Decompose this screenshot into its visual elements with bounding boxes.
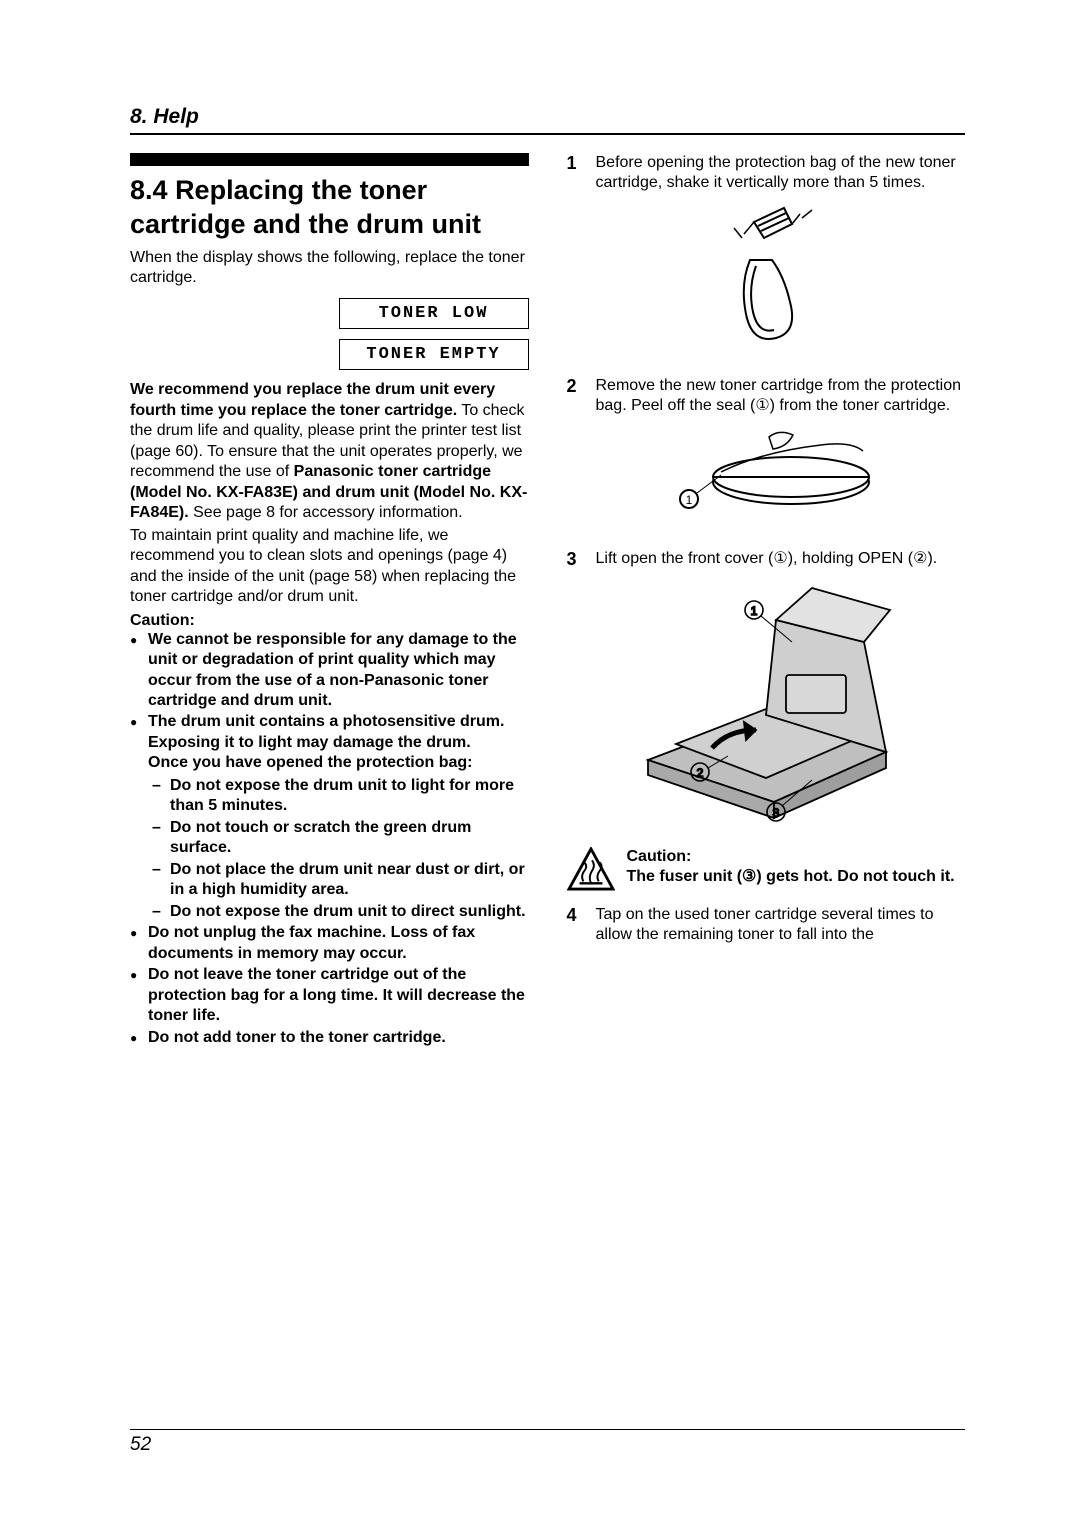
right-column: 1 Before opening the protection bag of t… bbox=[567, 153, 966, 1049]
sub-bullet-list: Do not expose the drum unit to light for… bbox=[148, 776, 529, 922]
hot-surface-icon bbox=[567, 847, 615, 891]
sub-bullet-1: Do not expose the drum unit to light for… bbox=[170, 776, 529, 817]
para1-bold-prefix: We recommend you replace the drum unit e… bbox=[130, 381, 495, 418]
fuser-caution-text: Caution: The fuser unit (③) gets hot. Do… bbox=[627, 847, 955, 888]
para1-rest-b: See page 8 for accessory information. bbox=[189, 504, 463, 521]
svg-text:2: 2 bbox=[696, 766, 703, 780]
step-4: 4 Tap on the used toner cartridge severa… bbox=[567, 905, 966, 946]
step-1-text: Before opening the protection bag of the… bbox=[596, 153, 966, 194]
sub-bullet-2: Do not touch or scratch the green drum s… bbox=[170, 818, 529, 859]
intro-text: When the display shows the following, re… bbox=[130, 248, 529, 289]
illustration-shake bbox=[567, 204, 966, 354]
paragraph-2: To maintain print quality and machine li… bbox=[130, 526, 529, 608]
step-3-num: 3 bbox=[567, 549, 584, 570]
step-1-num: 1 bbox=[567, 153, 584, 194]
fuser-caution-label: Caution: bbox=[627, 848, 692, 865]
bullet-2-tail: Once you have opened the protection bag: bbox=[148, 754, 472, 771]
display-message-1: TONER LOW bbox=[339, 298, 529, 329]
step-2: 2 Remove the new toner cartridge from th… bbox=[567, 376, 966, 417]
svg-text:1: 1 bbox=[750, 604, 757, 618]
fuser-caution: Caution: The fuser unit (③) gets hot. Do… bbox=[567, 847, 966, 891]
section-title: 8.4 Replacing the toner cartridge and th… bbox=[130, 174, 529, 242]
section-title-text: Replacing the toner cartridge and the dr… bbox=[130, 175, 481, 239]
step-2-text: Remove the new toner cartridge from the … bbox=[596, 376, 966, 417]
page: 8. Help 8.4 Replacing the toner cartridg… bbox=[0, 0, 1080, 1109]
illustration-seal: 1 bbox=[567, 427, 966, 527]
caution-bullets: We cannot be responsible for any damage … bbox=[130, 630, 529, 1048]
bullet-5: Do not add toner to the toner cartridge. bbox=[148, 1028, 529, 1048]
open-cover-icon: 1 2 3 bbox=[616, 580, 916, 825]
step-3-text: Lift open the front cover (①), holding O… bbox=[596, 549, 966, 570]
bullet-2-text: The drum unit contains a photosensitive … bbox=[148, 713, 504, 750]
illustration-open: 1 2 3 bbox=[567, 580, 966, 825]
section-number: 8.4 bbox=[130, 175, 168, 205]
step-2-num: 2 bbox=[567, 376, 584, 417]
step-1: 1 Before opening the protection bag of t… bbox=[567, 153, 966, 194]
svg-text:3: 3 bbox=[772, 806, 779, 820]
sub-bullet-4: Do not expose the drum unit to direct su… bbox=[170, 902, 529, 922]
chapter-label: 8. Help bbox=[130, 105, 965, 133]
page-number: 52 bbox=[130, 1434, 151, 1456]
shake-cartridge-icon bbox=[706, 204, 826, 354]
step-4-text: Tap on the used toner cartridge several … bbox=[596, 905, 966, 946]
bullet-1: We cannot be responsible for any damage … bbox=[148, 630, 529, 712]
bullet-2: The drum unit contains a photosensitive … bbox=[148, 712, 529, 922]
paragraph-1: We recommend you replace the drum unit e… bbox=[130, 380, 529, 523]
left-column: 8.4 Replacing the toner cartridge and th… bbox=[130, 153, 529, 1049]
content-columns: 8.4 Replacing the toner cartridge and th… bbox=[130, 153, 965, 1049]
bullet-4: Do not leave the toner cartridge out of … bbox=[148, 965, 529, 1026]
caution-heading: Caution: bbox=[130, 612, 529, 630]
step-4-num: 4 bbox=[567, 905, 584, 946]
peel-seal-icon: 1 bbox=[651, 427, 881, 527]
bullet-3: Do not unplug the fax machine. Loss of f… bbox=[148, 923, 529, 964]
step-3: 3 Lift open the front cover (①), holding… bbox=[567, 549, 966, 570]
fuser-caution-body: The fuser unit (③) gets hot. Do not touc… bbox=[627, 868, 955, 885]
sub-bullet-3: Do not place the drum unit near dust or … bbox=[170, 860, 529, 901]
footer-rule bbox=[130, 1429, 965, 1430]
header-rule bbox=[130, 133, 965, 135]
display-message-2: TONER EMPTY bbox=[339, 339, 529, 370]
section-bar bbox=[130, 153, 529, 166]
svg-text:1: 1 bbox=[685, 493, 692, 507]
